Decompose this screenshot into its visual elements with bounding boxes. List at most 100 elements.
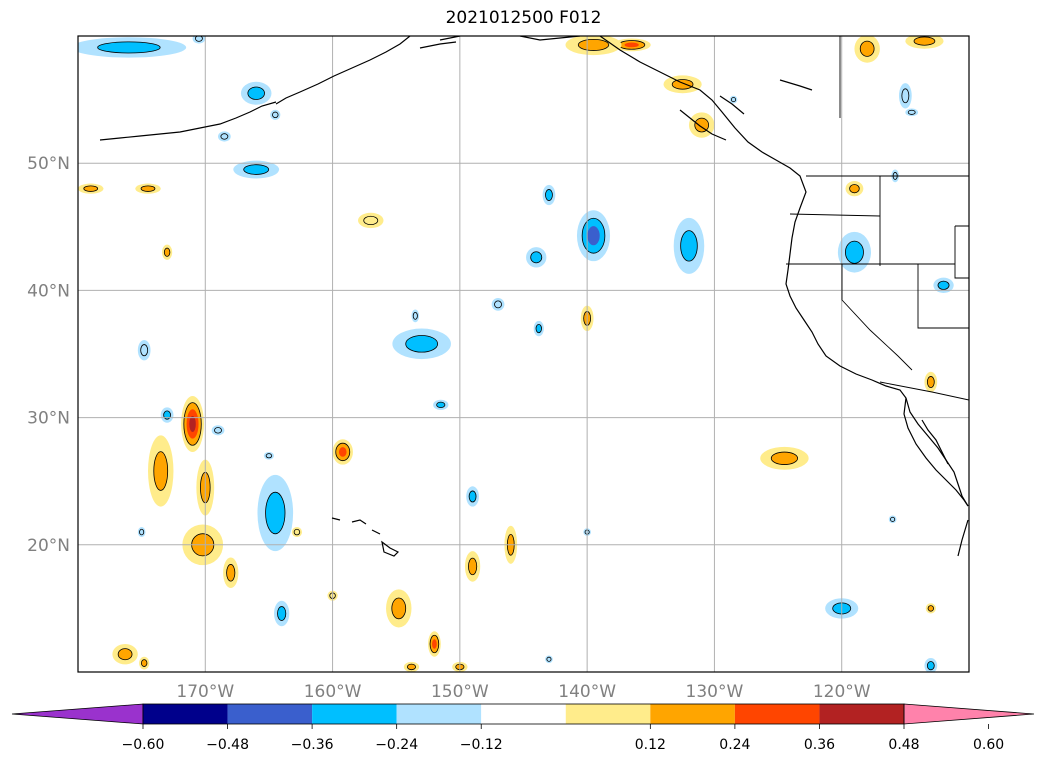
colorbar-extend-high [903, 703, 1035, 725]
colorbar-segment [312, 704, 397, 724]
contour-feature [218, 131, 231, 142]
contour-level [671, 79, 694, 90]
lon-label: 160°W [304, 682, 362, 702]
colorbar-tick-label: 0.48 [888, 737, 919, 753]
colorbar-segment [227, 704, 313, 724]
contour-feature [898, 83, 912, 109]
contour-feature [533, 320, 544, 337]
lat-label: 50°N [27, 154, 70, 174]
contour-level [436, 401, 446, 409]
contour-line [195, 36, 203, 42]
lat-label: 20°N [27, 536, 70, 556]
contour-feature [403, 661, 420, 672]
contour-level [406, 663, 417, 671]
contour-level [411, 309, 420, 323]
contour-level [545, 189, 553, 201]
contour-feature [612, 38, 651, 52]
contour-level [141, 659, 148, 667]
contour-level [577, 38, 610, 51]
longitude-labels: 170°W 160°W 150°W 140°W 130°W 120°W [176, 682, 870, 702]
contour-line [272, 111, 279, 119]
colorbar-segment [734, 704, 820, 724]
contour-feature [491, 298, 505, 311]
contour-feature [137, 526, 146, 538]
colorbar-tick-label: 0.24 [719, 737, 750, 753]
contour-level [358, 212, 384, 229]
contour-feature [135, 183, 161, 194]
contour-feature [223, 557, 239, 589]
contour-level [905, 108, 919, 117]
contour-feature [78, 37, 187, 58]
map-frame [77, 35, 970, 673]
contour-feature [888, 515, 897, 524]
lon-label: 120°W [813, 682, 871, 702]
contour-level [405, 335, 439, 353]
contour-feature [291, 526, 303, 538]
contour-level [192, 36, 206, 44]
contour-level [937, 280, 950, 290]
contour-level [535, 323, 542, 334]
contour-level [153, 451, 169, 491]
contour-feature [211, 425, 225, 436]
contour-level [189, 415, 196, 432]
colorbar-tick-label: 0.60 [973, 737, 1004, 753]
contour-level [140, 185, 156, 192]
contour-level [270, 109, 281, 120]
contour-level [291, 526, 303, 538]
coastlines [99, 36, 969, 557]
contour-feature [576, 210, 611, 262]
contour-feature [760, 446, 809, 470]
contour-feature [433, 399, 449, 410]
contour-line [214, 427, 222, 434]
latitude-labels: 20°N 30°N 40°N 50°N [27, 154, 70, 556]
contour-feature [663, 75, 702, 94]
contour-feature [545, 655, 553, 664]
contour-level [163, 247, 171, 257]
contour-level [468, 490, 477, 503]
contour-feature [78, 183, 104, 194]
contour-feature [428, 631, 441, 657]
contour-feature [729, 95, 738, 104]
contour-level [927, 605, 934, 612]
contour-level [247, 86, 265, 100]
contour-level [888, 515, 897, 524]
colorbar-tick-label: −0.12 [460, 737, 503, 753]
contour-feature [845, 181, 864, 197]
contour-feature [358, 212, 384, 229]
contour-feature [233, 160, 280, 179]
contour-feature [139, 656, 150, 670]
contour-feature [411, 309, 420, 323]
contour-level [859, 40, 875, 57]
contour-level [265, 491, 286, 535]
contour-feature [837, 231, 871, 273]
contour-feature [112, 644, 138, 665]
contour-level [117, 648, 133, 661]
contour-feature [925, 603, 936, 614]
lon-label: 170°W [176, 682, 234, 702]
contour-line [293, 528, 301, 536]
contour-feature [162, 244, 173, 260]
contour-level [97, 41, 161, 54]
contour-level [624, 42, 639, 48]
contour-line [901, 88, 910, 104]
lat-label: 30°N [27, 409, 70, 429]
contour-feature [332, 439, 353, 465]
contour-level [263, 451, 275, 460]
contour-feature [854, 36, 880, 63]
colorbar-segment [396, 704, 482, 724]
lon-label: 140°W [558, 682, 616, 702]
precip-anomaly-contours [78, 36, 954, 672]
chart-title: 2021012500 F012 [445, 8, 602, 28]
contour-level [849, 184, 860, 194]
contour-level [218, 131, 231, 142]
contour-level [226, 564, 236, 582]
contour-feature [137, 340, 151, 361]
contour-feature [526, 247, 547, 268]
contour-level [845, 240, 864, 264]
contour-feature [466, 486, 479, 507]
colorbar-tick-label: −0.36 [291, 737, 334, 753]
contour-feature [257, 474, 294, 552]
colorbar-tick-label: 0.12 [635, 737, 666, 753]
contour-level [243, 164, 270, 175]
contour-feature [392, 328, 451, 360]
